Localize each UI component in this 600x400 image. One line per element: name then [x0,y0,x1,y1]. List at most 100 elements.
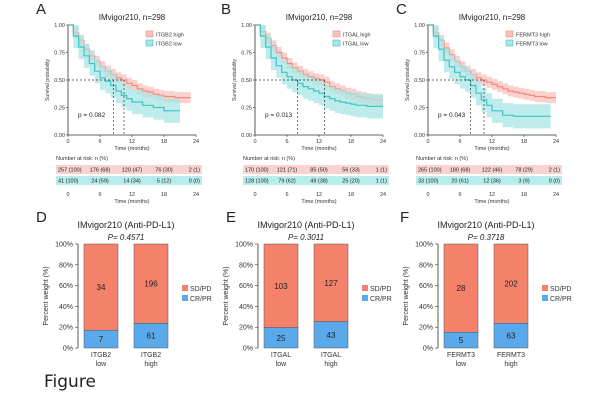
legend-label: CR/PR [370,296,392,303]
y-tick-label: 20% [59,325,73,332]
risk-row-bg [56,176,202,185]
y-tick-label: 20% [419,325,433,332]
risk-x-tick: 0 [253,192,256,198]
x-tick-label: 12 [129,139,135,145]
risk-x-tick: 6 [285,192,288,198]
risk-cell: 3 (9) [518,179,529,185]
risk-x-tick: 12 [129,192,135,198]
bar-label-crpr: 25 [277,334,286,343]
y-tick-label: 40% [239,304,253,311]
ci-band-1 [68,25,180,123]
x-tick-label: 12 [316,139,322,145]
bar-label-crpr: 7 [99,335,104,344]
y-tick-label: 0.50 [414,78,425,84]
risk-x-tick: 18 [348,192,354,198]
risk-row-bg [56,165,202,174]
y-tick-label: 0.00 [241,133,252,139]
bar-label-crpr: 63 [507,332,516,341]
risk-row-bg [243,176,389,185]
y-tick-label: 0.50 [241,78,252,84]
risk-x-tick: 12 [489,192,495,198]
bar-label-crpr: 43 [327,331,336,340]
bar-sdpd [83,243,119,331]
legend-swatch [362,295,368,301]
y-tick-label: 80% [419,262,433,269]
y-tick-label: 1.00 [414,23,425,29]
bar-title: IMvigor210 (Anti-PD-L1) [257,220,354,230]
legend-swatch [145,39,154,47]
legend-label: FERMT3 low [516,42,548,48]
bar-label-sdpd: 196 [144,280,158,289]
y-tick-label: 0% [423,346,433,353]
x-tick-label: 0 [66,139,69,145]
km-title: IMvigor210, n=298 [286,13,353,22]
risk-cell: 20 (61) [451,179,469,185]
y-tick-label: 0.00 [54,133,65,139]
risk-x-tick: 18 [161,192,167,198]
bar-sdpd [133,243,169,324]
risk-cell: 56 (33) [342,168,360,174]
category-sublabel: low [96,361,107,368]
risk-cell: 2 (1) [189,168,200,174]
bar-crpr [83,329,119,349]
bar-label-sdpd: 103 [274,282,288,291]
category-label: ITGAL [271,352,291,359]
risk-cell: 85 (50) [310,168,328,174]
risk-cell: 49 (38) [310,179,328,185]
category-label: ITGAL [321,352,341,359]
panel-letter: F [400,209,409,226]
km-curve-itgb2-low [68,24,180,112]
panel-letter: C [396,1,407,18]
km-curve-itgal-low [255,24,383,107]
panel-letter: A [36,1,46,18]
panel-letter: D [36,209,47,226]
x-tick-label: 24 [193,139,199,145]
bar-crpr [313,321,349,349]
y-tick-label: 80% [59,262,73,269]
risk-cell: 122 (46) [482,168,503,174]
legend-swatch [362,285,368,291]
x-tick-label: 18 [161,139,167,145]
legend-label: FERMT3 high [516,33,550,39]
category-label: ITGB2 [91,352,111,359]
risk-cell: 79 (62) [278,179,296,185]
legend-label: ITGB2 low [156,42,182,48]
category-label: FERMT3 [447,352,475,359]
bar-label-sdpd: 34 [97,283,106,292]
category-sublabel: low [276,361,287,368]
risk-cell: 1 (1) [376,179,387,185]
bar-sdpd [263,243,299,328]
risk-x-tick: 0 [66,192,69,198]
y-tick-label: 1.00 [241,23,252,29]
risk-cell: 120 (47) [122,168,143,174]
x-axis-label: Time (months) [474,146,509,152]
legend-label: SD/PD [550,286,571,293]
risk-x-tick: 24 [193,192,199,198]
y-tick-label: 0.75 [414,51,425,57]
legend-swatch [145,30,154,38]
y-tick-label: 0.50 [54,78,65,84]
bar-label-sdpd: 28 [457,284,466,293]
risk-cell: 5 (12) [157,179,172,185]
y-tick-label: 60% [419,283,433,290]
risk-x-label: Time (months) [114,199,149,205]
legend-swatch [332,39,341,47]
risk-cell: 24 (59) [91,179,109,185]
x-tick-label: 18 [521,139,527,145]
risk-header: Number at risk: n (%) [243,156,295,162]
risk-cell: 25 (20) [342,179,360,185]
category-sublabel: low [456,361,467,368]
x-tick-label: 0 [253,139,256,145]
bar-p-value: P= 0.4571 [108,233,145,242]
risk-cell: 121 (71) [277,168,298,174]
bar-panel-d: D IMvigor210 (Anti-PD-L1) P= 0.4571 0% 20% 40… [36,209,212,368]
x-tick-label: 0 [426,139,429,145]
y-tick-label: 1.00 [54,23,65,29]
x-axis-label: Time (months) [301,146,336,152]
legend-swatch [505,39,514,47]
risk-x-tick: 12 [316,192,322,198]
risk-cell: 12 (36) [483,179,501,185]
bar-label-sdpd: 202 [504,280,518,289]
risk-x-tick: 0 [426,192,429,198]
